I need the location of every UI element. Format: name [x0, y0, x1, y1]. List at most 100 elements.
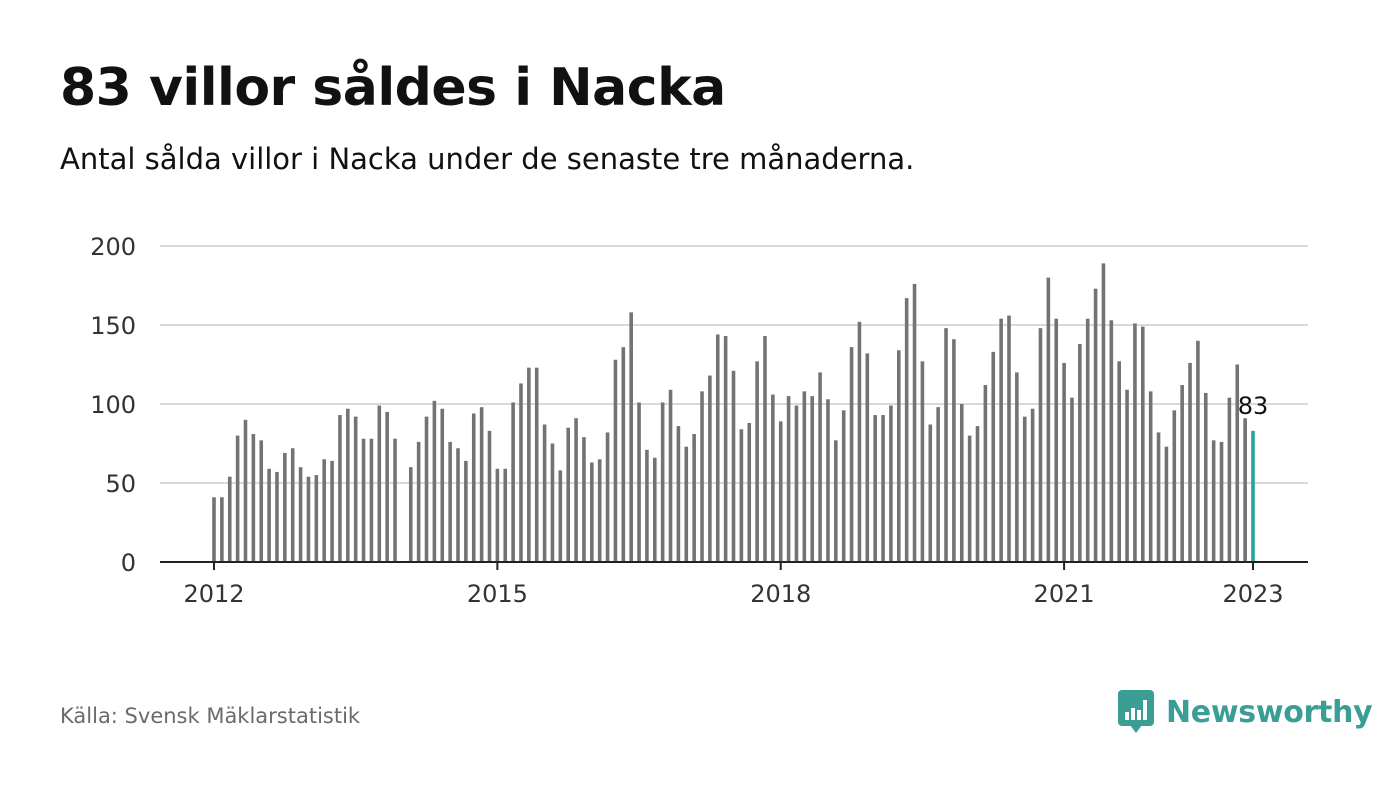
bar — [731, 370, 736, 562]
bar — [786, 396, 791, 562]
bar — [1196, 340, 1200, 562]
bar — [660, 402, 665, 562]
x-tick-label: 2018 — [750, 580, 811, 608]
bar — [448, 441, 452, 562]
bar — [243, 419, 248, 562]
bar — [936, 407, 940, 562]
bar — [881, 415, 885, 562]
bar — [708, 375, 712, 562]
bar — [605, 432, 610, 562]
bar — [1227, 397, 1232, 562]
bar — [597, 459, 602, 562]
brand-logo: Newsworthy — [1118, 690, 1373, 734]
bar — [920, 361, 925, 562]
bar — [810, 396, 815, 562]
bar — [353, 416, 358, 562]
bar — [700, 391, 704, 562]
bar — [306, 476, 311, 562]
bar — [826, 399, 830, 562]
bar — [416, 441, 421, 562]
bar — [1046, 277, 1051, 562]
bar — [834, 440, 838, 562]
x-tick-label: 2021 — [1034, 580, 1095, 608]
bar — [1109, 320, 1114, 562]
bar — [432, 400, 437, 562]
y-tick-label: 200 — [90, 233, 136, 261]
bar — [1038, 328, 1043, 562]
bar — [408, 467, 413, 562]
bar — [645, 449, 649, 562]
bar — [361, 438, 366, 562]
bar — [267, 468, 271, 562]
bar — [652, 457, 657, 562]
bar — [503, 468, 508, 562]
bar — [904, 298, 909, 562]
bar — [1007, 315, 1011, 562]
x-tick-label: 2023 — [1222, 580, 1283, 608]
bar — [637, 402, 641, 562]
bar — [684, 446, 689, 562]
bar — [456, 448, 460, 562]
bar — [1022, 416, 1027, 562]
bar — [1078, 343, 1082, 562]
bar — [747, 422, 752, 562]
bar — [999, 318, 1003, 562]
bar — [235, 435, 240, 562]
bar — [574, 418, 578, 562]
bar — [393, 438, 397, 562]
bar — [991, 351, 996, 562]
y-tick-label: 0 — [121, 549, 136, 577]
bar — [723, 336, 728, 562]
source-note: Källa: Svensk Mäklarstatistik — [60, 704, 361, 728]
bar — [322, 459, 326, 562]
bar — [952, 339, 956, 562]
brand-name: Newsworthy — [1166, 694, 1373, 730]
bar — [527, 367, 531, 562]
bar — [314, 475, 319, 562]
bar — [369, 438, 374, 562]
bar — [692, 434, 696, 562]
bar — [613, 359, 618, 562]
bar — [841, 410, 846, 562]
bar — [479, 407, 484, 562]
bar — [566, 427, 571, 562]
bar — [629, 312, 633, 562]
bar — [511, 402, 515, 562]
bar — [668, 389, 673, 562]
bar — [290, 448, 295, 562]
y-tick-label: 50 — [105, 470, 136, 498]
bar — [330, 460, 334, 562]
bar — [424, 416, 429, 562]
bar — [298, 467, 303, 562]
bar — [1133, 323, 1137, 562]
bar — [377, 405, 382, 562]
bar — [818, 372, 822, 562]
bar — [1180, 385, 1184, 562]
bar — [1101, 263, 1106, 562]
bar — [1243, 418, 1247, 562]
bar — [346, 408, 350, 562]
bar — [471, 413, 476, 562]
bar — [1172, 410, 1177, 562]
bar — [944, 328, 948, 562]
bar — [873, 415, 877, 562]
bar — [440, 408, 445, 562]
bar — [763, 336, 767, 562]
bar — [558, 470, 563, 562]
y-tick-label: 100 — [90, 391, 136, 419]
bar — [928, 424, 933, 562]
bar — [1219, 441, 1224, 562]
bar — [1054, 318, 1059, 562]
bar — [1062, 362, 1066, 562]
bar — [857, 321, 862, 562]
bar — [621, 347, 626, 562]
bar — [259, 440, 264, 562]
bar — [1093, 288, 1098, 562]
bar — [1211, 440, 1216, 562]
highlighted-bar — [1251, 430, 1255, 562]
bar — [495, 468, 500, 562]
bar — [794, 405, 799, 562]
bar — [889, 405, 893, 562]
bar — [865, 353, 870, 562]
bar — [1141, 326, 1145, 562]
